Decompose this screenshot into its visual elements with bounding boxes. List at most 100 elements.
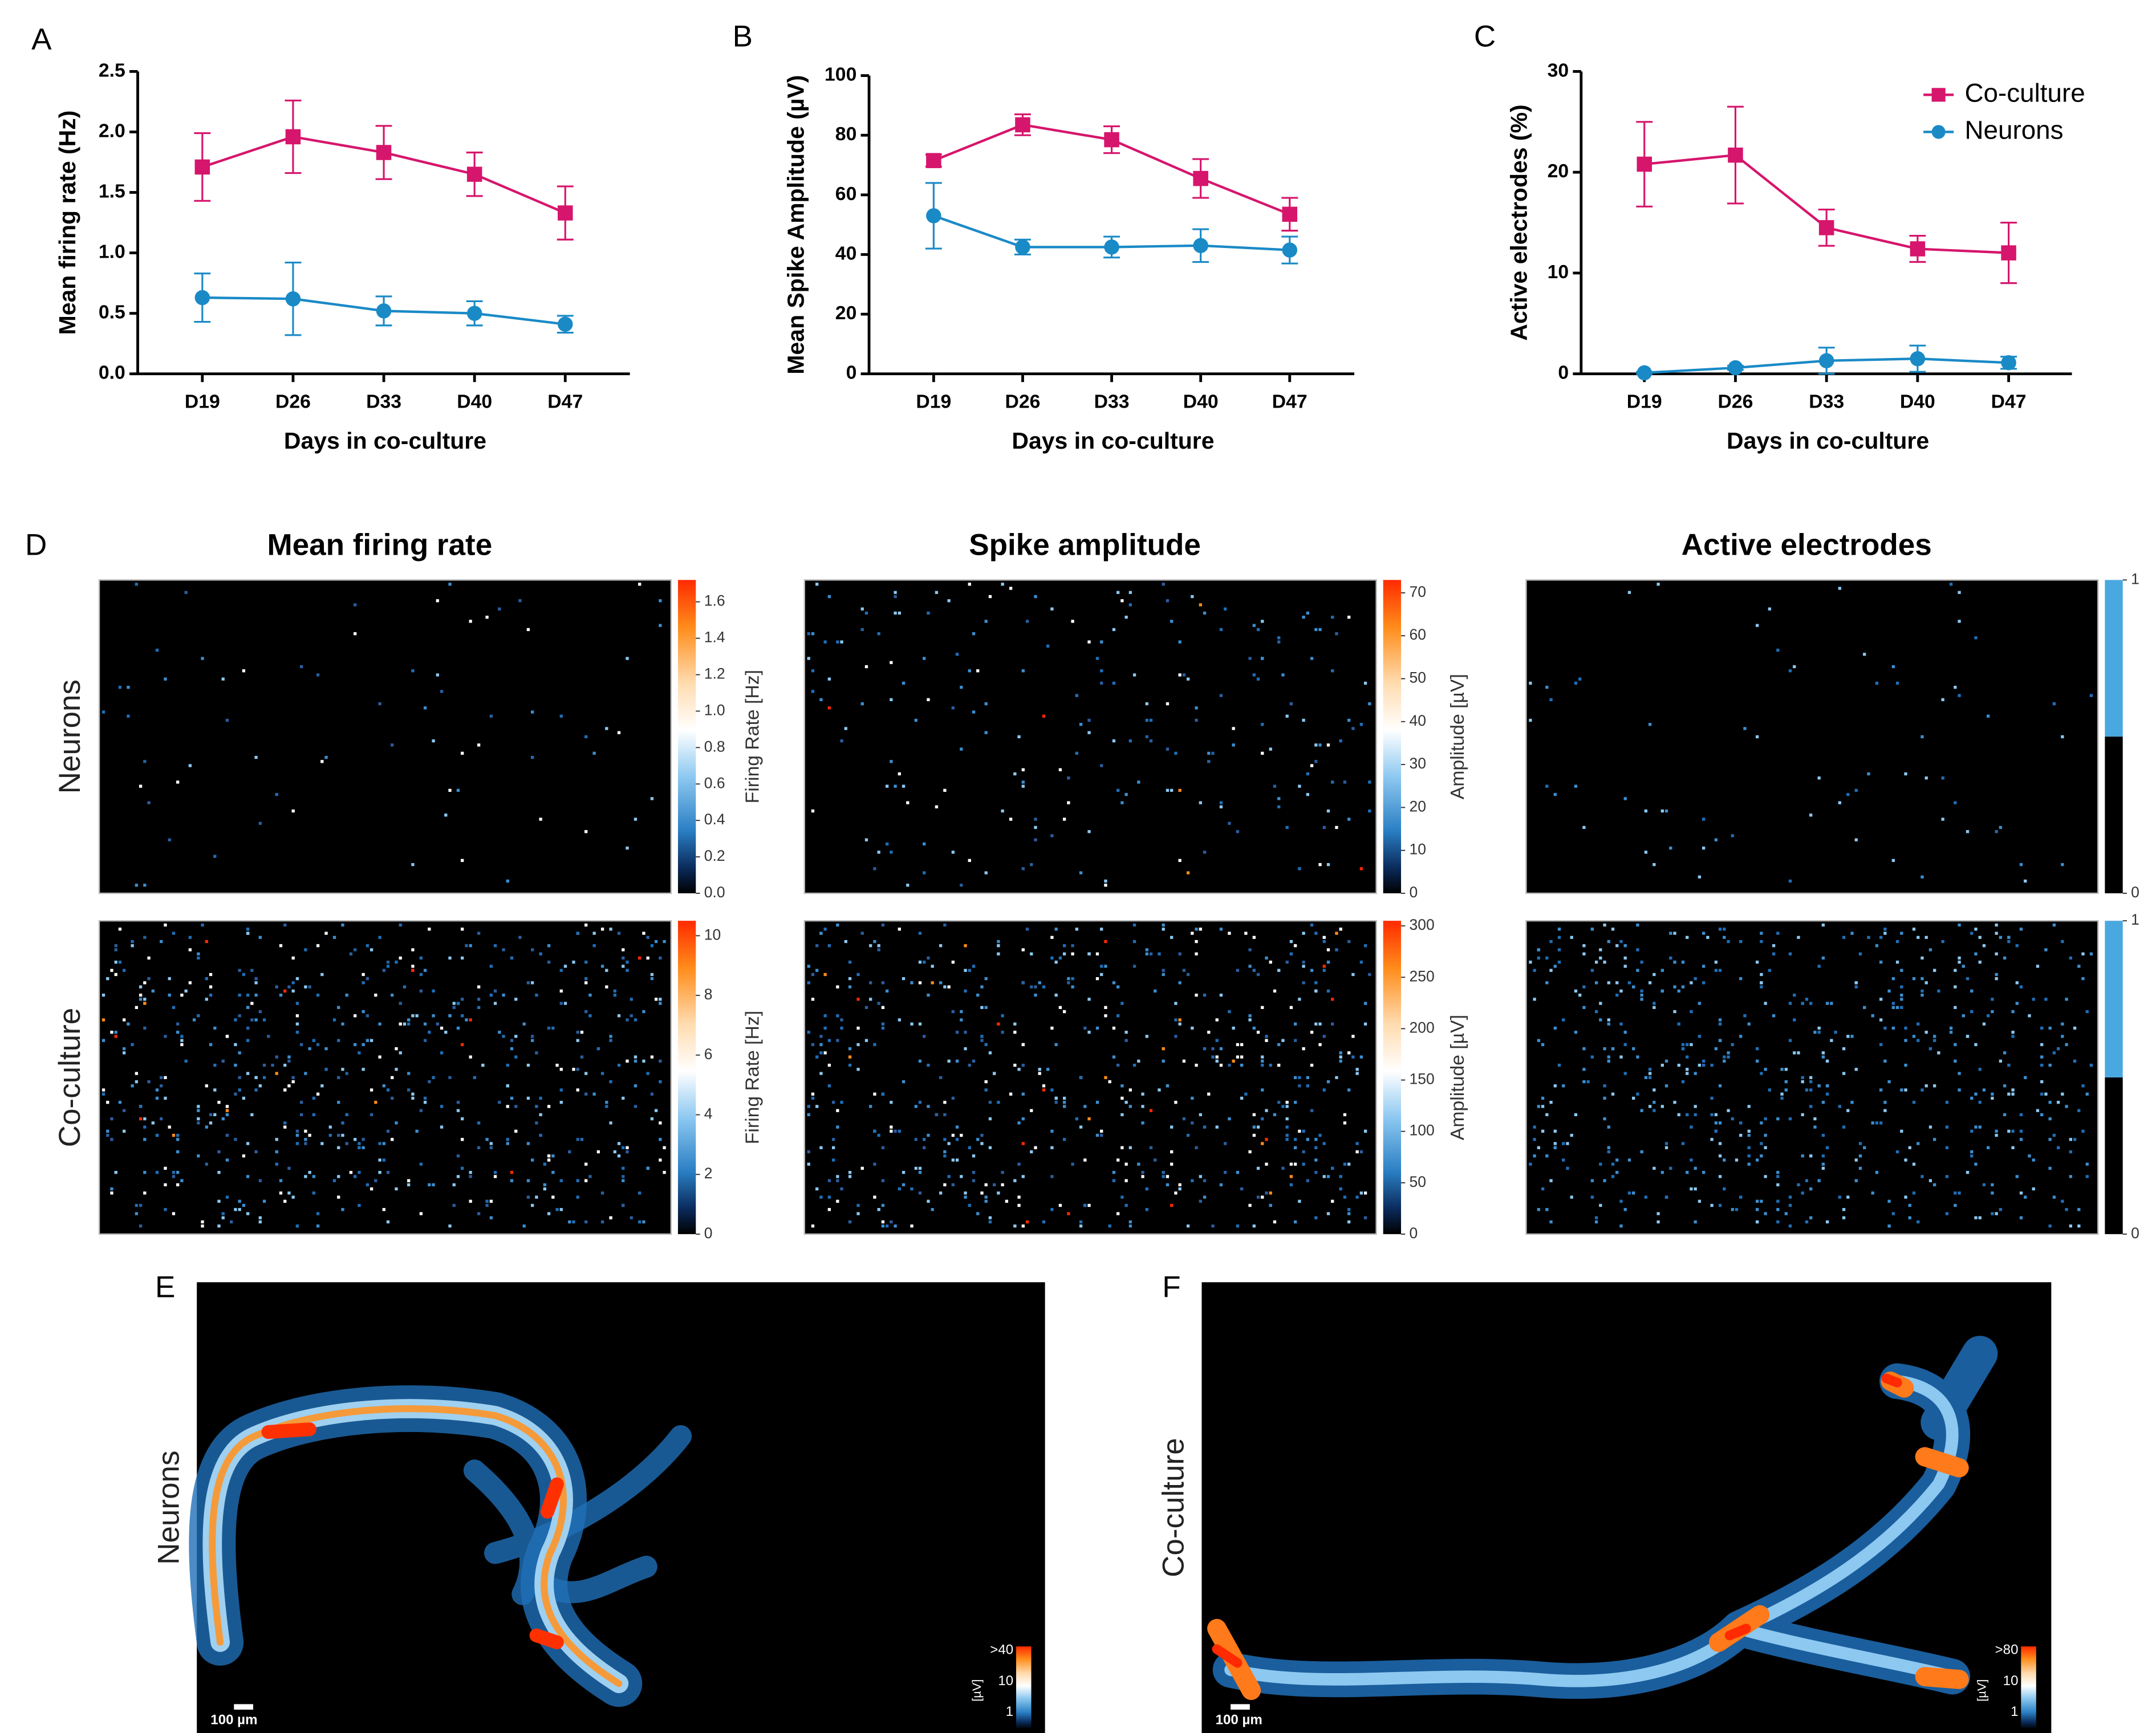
heatmap-pixel (1879, 1088, 1883, 1092)
heatmap-pixel (1326, 1080, 1330, 1084)
heatmap-pixel (1636, 1092, 1639, 1096)
heatmap-pixel (1673, 985, 1676, 988)
heatmap-pixel (939, 1076, 943, 1079)
heatmap-pixel (2040, 1043, 2044, 1047)
heatmap-pixel (1195, 1063, 1198, 1067)
heatmap-pixel (1132, 673, 1136, 677)
y-tick-label: 2.5 (99, 59, 125, 81)
heatmap-pixel (246, 1212, 250, 1215)
heatmap-pixel (1166, 747, 1170, 751)
heatmap-pixel (1347, 939, 1351, 943)
x-tick-label: D40 (1183, 390, 1219, 412)
colorbar-tick-label: 0.0 (704, 884, 725, 901)
heatmap-pixel (1917, 1039, 1920, 1042)
heatmap-pixel (1261, 1055, 1264, 1059)
heatmap-pixel (258, 1179, 262, 1182)
heatmap-pixel (815, 1055, 819, 1059)
heatmap-pixel (1347, 616, 1351, 619)
heatmap-pixel (436, 1022, 439, 1026)
heatmap-pixel (1821, 1051, 1825, 1055)
heatmap-pixel (531, 755, 534, 759)
heatmap-pixel (823, 640, 827, 644)
heatmap-pixel (1681, 961, 1685, 964)
heatmap-pixel (914, 718, 917, 722)
heatmap-pixel (2048, 1166, 2052, 1170)
heatmap-pixel (559, 1068, 563, 1071)
heatmap-pixel (461, 1043, 464, 1047)
heatmap-pixel (1656, 583, 1660, 586)
heatmap-pixel (584, 924, 588, 927)
heatmap-pixel (1335, 825, 1338, 829)
heatmap-pixel (1830, 1039, 1833, 1042)
heatmap-pixel (312, 1113, 315, 1117)
heatmap-pixel (2019, 927, 2023, 931)
heatmap-pixel (1871, 1014, 1874, 1018)
heatmap-pixel (1034, 825, 1037, 829)
heatmap-pixel (605, 727, 608, 730)
heatmap-pixel (217, 1101, 221, 1104)
heatmap-pixel (1050, 1088, 1054, 1092)
heatmap-pixel (939, 981, 943, 985)
heatmap-pixel (2040, 1063, 2044, 1067)
heatmap-pixel (1945, 1146, 1949, 1149)
heatmap-pixel (1021, 1175, 1025, 1178)
heatmap-pixel (378, 935, 381, 939)
heatmap-pixel (308, 985, 311, 988)
heatmap-pixel (1772, 952, 1776, 955)
heatmap-pixel (642, 1220, 645, 1224)
heatmap-pixel (943, 1101, 947, 1104)
heatmap-pixel (1261, 657, 1264, 660)
heatmap-pixel (626, 657, 629, 660)
heatmap-pixel (238, 1051, 241, 1055)
heatmap-pixel (1314, 1146, 1318, 1149)
heatmap-pixel (997, 939, 1000, 943)
heatmap-pixel (485, 1199, 489, 1203)
panel-label: F (1162, 1270, 1180, 1304)
heatmap-pixel (1788, 1203, 1792, 1207)
heatmap-pixel (659, 1158, 662, 1162)
heatmap-pixel (869, 944, 872, 947)
heatmap-pixel (1302, 965, 1305, 968)
heatmap-pixel (1599, 956, 1602, 960)
heatmap-pixel (304, 985, 307, 988)
heatmap-pixel (143, 935, 147, 939)
marker (2001, 245, 2016, 261)
heatmap-pixel (968, 969, 971, 972)
heatmap-pixel (840, 739, 843, 743)
heatmap-pixel (972, 965, 976, 968)
heatmap-pixel (1788, 1117, 1792, 1121)
heatmap-pixel (304, 1142, 307, 1145)
heatmap-pixel (1256, 1166, 1260, 1170)
heatmap-pixel (461, 1166, 464, 1170)
heatmap-pixel (1128, 1146, 1132, 1149)
heatmap-pixel (118, 1101, 122, 1104)
heatmap-pixel (1904, 1088, 1907, 1092)
heatmap-pixel (894, 611, 897, 615)
heatmap-pixel (1199, 1113, 1202, 1117)
heatmap-pixel (1261, 1063, 1264, 1067)
heatmap-pixel (407, 1183, 411, 1186)
heatmap-pixel (143, 1117, 147, 1121)
heatmap-pixel (164, 924, 167, 927)
heatmap-pixel (1640, 998, 1643, 1001)
heatmap-pixel (1145, 1208, 1148, 1211)
heatmap-pixel (1013, 772, 1017, 776)
heatmap-pixel (2061, 1199, 2064, 1203)
heatmap-pixel (477, 743, 481, 747)
heatmap-pixel (1009, 587, 1013, 590)
heatmap-pixel (1149, 952, 1153, 955)
heatmap-pixel (650, 944, 654, 947)
heatmap-pixel (1537, 948, 1541, 951)
heatmap-pixel (1203, 1179, 1207, 1182)
heatmap-pixel (1652, 1006, 1656, 1009)
heatmap-pixel (172, 1170, 176, 1174)
heatmap-pixel (362, 1043, 365, 1047)
heatmap-pixel (2011, 1010, 2015, 1014)
heatmap-pixel (374, 1101, 377, 1104)
heatmap-pixel (1660, 1063, 1664, 1067)
heatmap-pixel (2061, 1022, 2064, 1026)
heatmap-pixel (1825, 1059, 1829, 1063)
heatmap-pixel (299, 1101, 303, 1104)
heatmap-pixel (1351, 727, 1355, 730)
heatmap-pixel (238, 993, 241, 997)
